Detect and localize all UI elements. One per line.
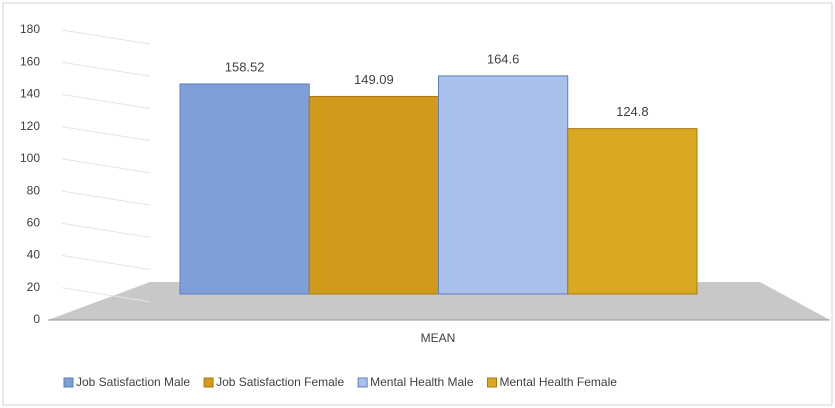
data-label: 158.52 <box>225 59 265 74</box>
legend-label: Job Satisfaction Female <box>216 375 344 389</box>
legend-label: Job Satisfaction Male <box>76 375 190 389</box>
y-tick-label: 160 <box>20 54 40 68</box>
data-label: 124.8 <box>616 104 649 119</box>
y-tick-label: 60 <box>27 216 41 230</box>
grid-line <box>61 61 151 77</box>
y-tick-label: 100 <box>20 151 40 165</box>
legend-label: Mental Health Female <box>500 375 618 389</box>
grid-line <box>61 190 151 206</box>
y-tick-label: 140 <box>20 87 40 101</box>
grid-line <box>61 255 151 271</box>
data-label: 164.6 <box>487 51 520 66</box>
y-tick-label: 40 <box>27 248 41 262</box>
grid-line <box>61 126 151 142</box>
bar <box>438 75 569 295</box>
grid-line <box>61 93 151 109</box>
legend-label: Mental Health Male <box>370 375 474 389</box>
bar <box>308 95 439 295</box>
y-tick-label: 80 <box>27 183 41 197</box>
y-tick-label: 0 <box>33 312 40 326</box>
grid-line <box>61 29 151 45</box>
x-tick-label: MEAN <box>421 331 456 345</box>
y-tick-label: 20 <box>27 280 41 294</box>
bar <box>567 128 698 295</box>
grid-line <box>61 222 151 238</box>
bar <box>179 83 310 295</box>
data-label: 149.09 <box>354 72 394 87</box>
y-tick-label: 120 <box>20 119 40 133</box>
legend-swatch <box>357 377 368 388</box>
legend-swatch <box>63 377 74 388</box>
grid-line <box>61 287 151 303</box>
grid-line <box>61 158 151 174</box>
y-tick-label: 180 <box>20 22 40 36</box>
legend-swatch <box>203 377 214 388</box>
legend-swatch <box>487 377 498 388</box>
